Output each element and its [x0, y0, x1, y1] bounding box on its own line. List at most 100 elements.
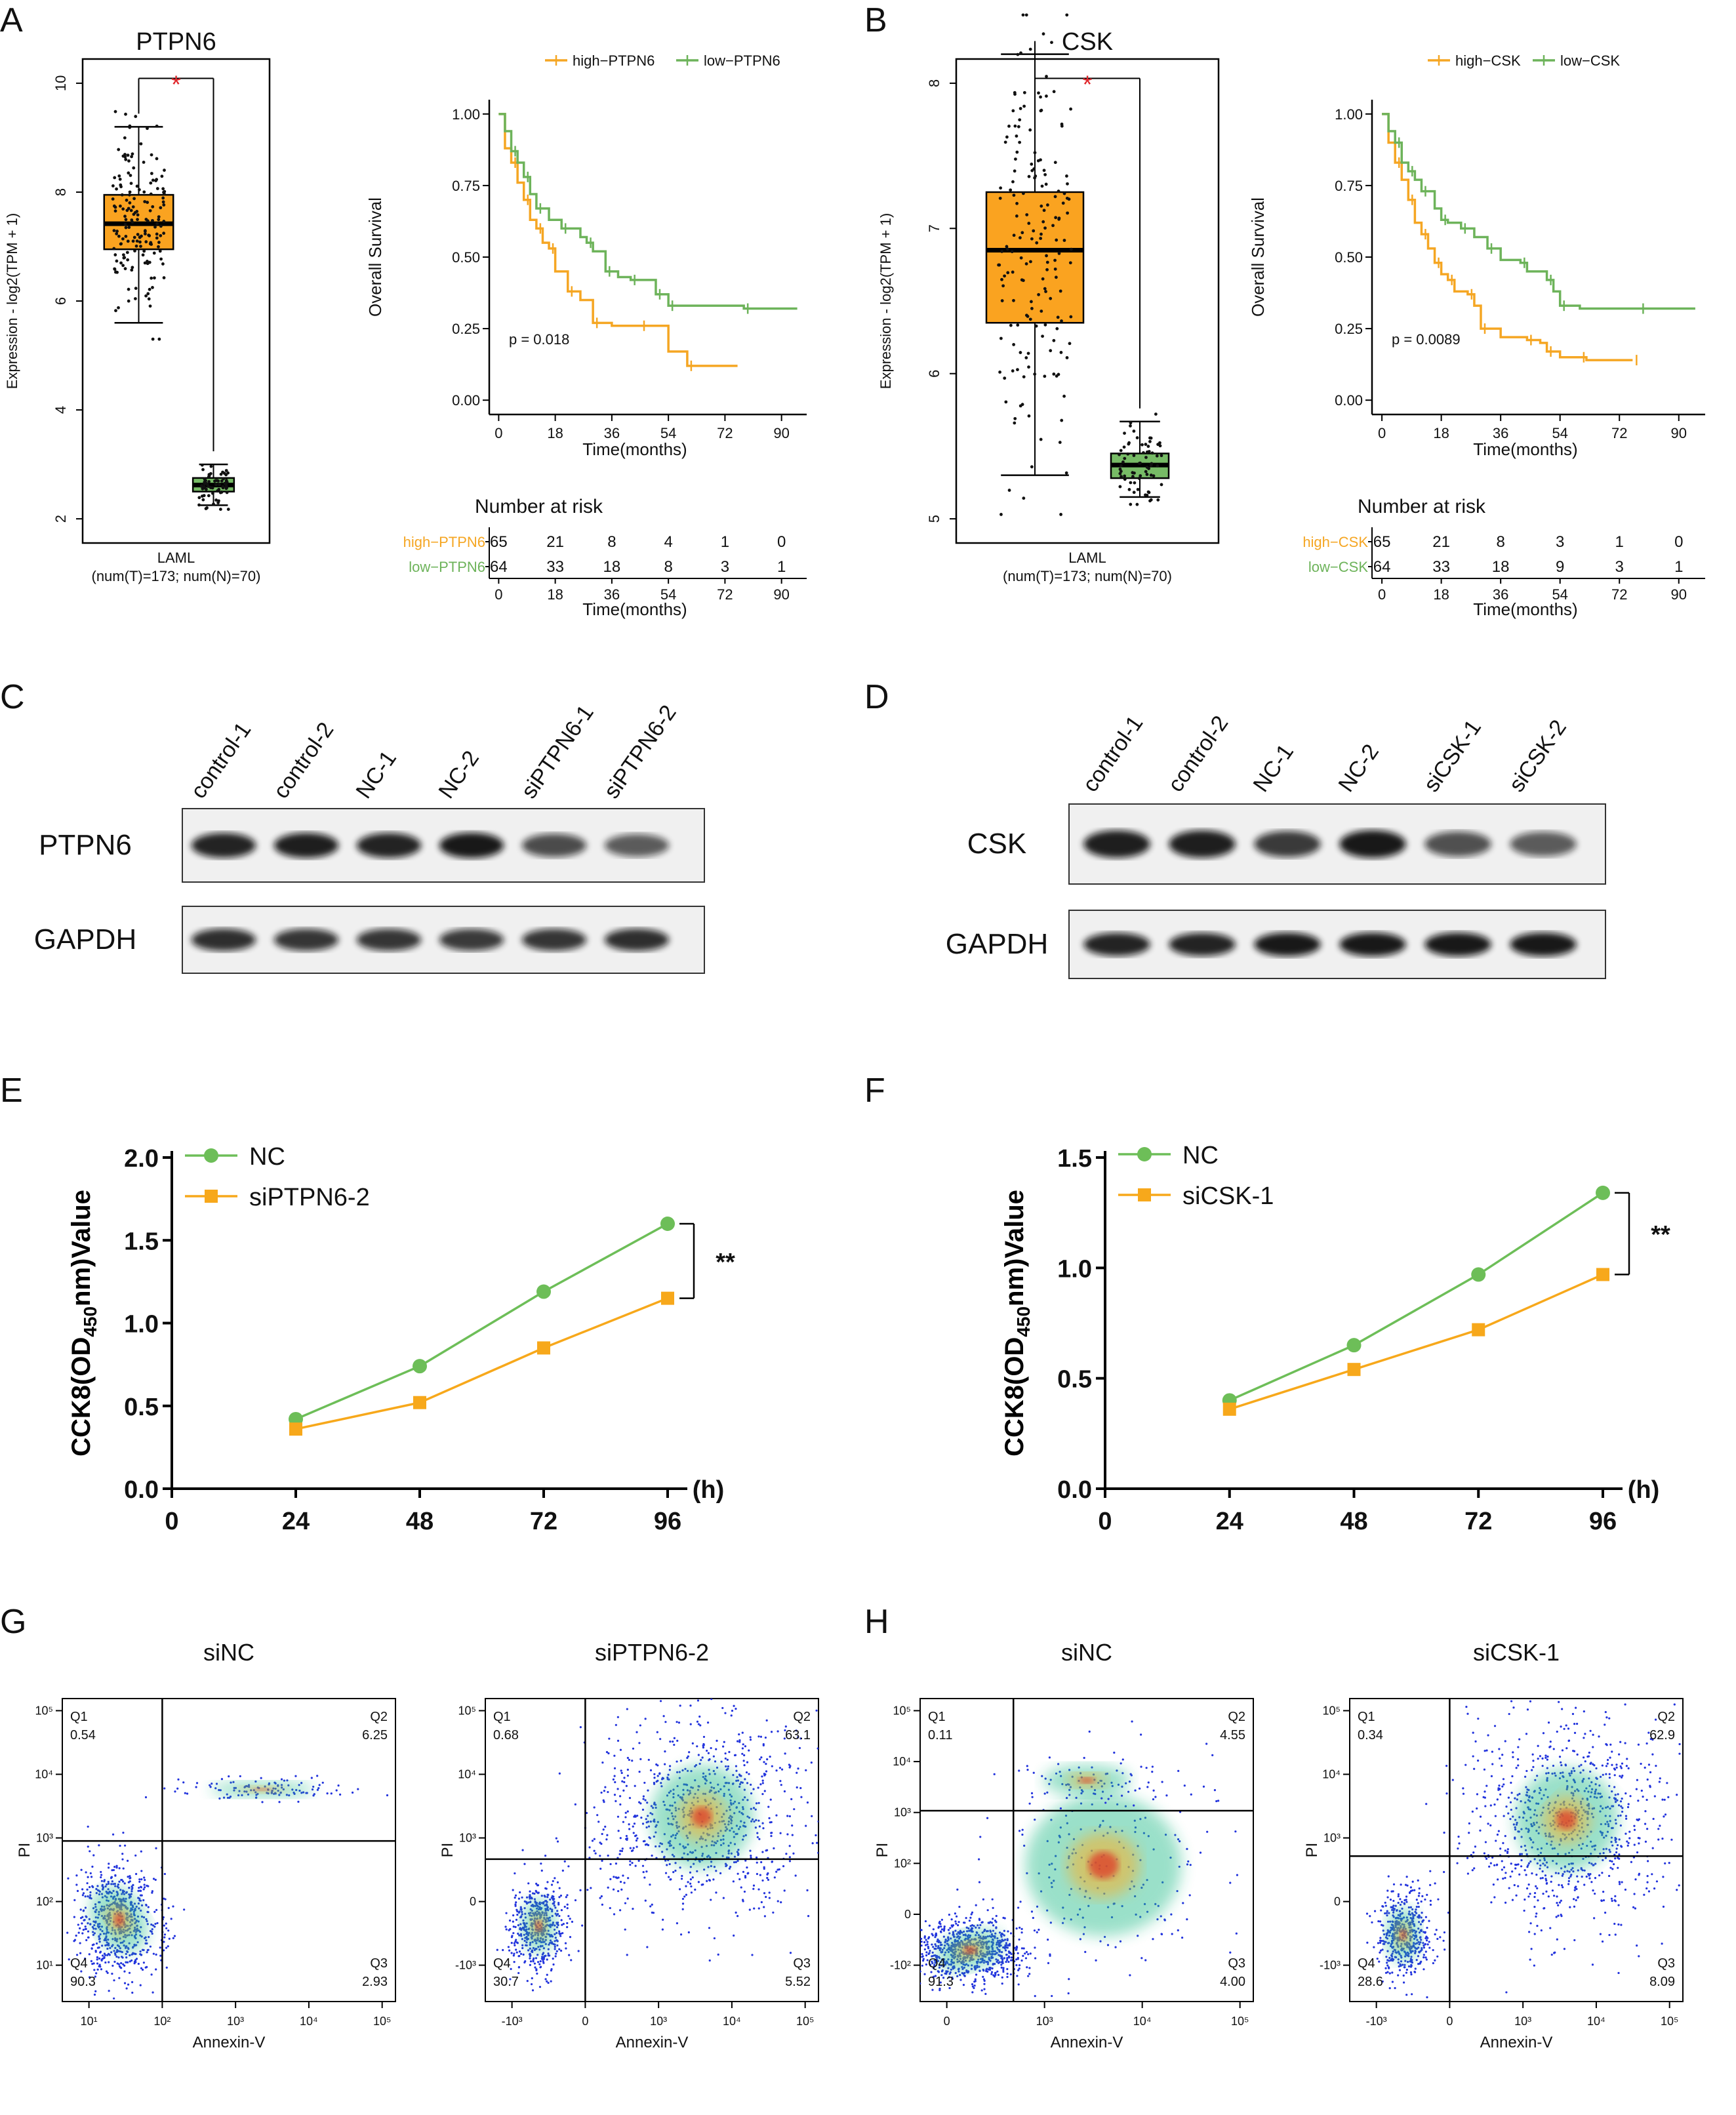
event-dot	[1388, 1960, 1390, 1962]
event-dot	[799, 1737, 802, 1740]
y-axis-label: PI	[439, 1843, 456, 1858]
data-point	[115, 230, 119, 233]
density-red	[113, 1912, 124, 1927]
event-dot	[948, 1986, 951, 1990]
data-point	[226, 508, 230, 511]
data-point	[225, 491, 229, 494]
event-dot	[1010, 1952, 1013, 1956]
event-dot	[934, 1975, 937, 1977]
event-dot	[1615, 1763, 1618, 1766]
risk-value: 1	[721, 533, 729, 551]
event-dot	[316, 1775, 319, 1777]
event-dot	[617, 1889, 620, 1893]
event-dot	[916, 1937, 918, 1939]
cck8-F: 0.00.51.01.50 24 48 72 96(h)CCK8(OD450nm)Val…	[1000, 1142, 1670, 1535]
event-dot	[552, 1963, 555, 1966]
event-dot	[674, 1869, 677, 1872]
event-dot	[76, 1889, 79, 1892]
data-point	[146, 292, 150, 296]
event-dot	[195, 1782, 199, 1784]
event-dot	[163, 1936, 166, 1939]
data-point	[113, 110, 117, 113]
risk-value: 18	[1492, 558, 1510, 576]
event-dot	[664, 1872, 668, 1874]
event-dot	[745, 1771, 748, 1774]
event-dot	[1079, 1938, 1081, 1941]
event-dot	[1020, 1931, 1023, 1934]
data-point	[1024, 13, 1028, 17]
event-dot	[1005, 1954, 1008, 1956]
event-dot	[816, 1842, 818, 1844]
data-point	[136, 233, 140, 236]
event-dot	[1366, 1941, 1369, 1944]
event-dot	[555, 1926, 559, 1929]
event-dot	[755, 1819, 757, 1822]
event-dot	[763, 1790, 766, 1792]
panel-letter-E: E	[0, 1072, 23, 1110]
event-dot	[921, 1960, 925, 1962]
event-dot	[1394, 1986, 1396, 1990]
event-dot	[127, 1859, 129, 1862]
data-point	[1045, 268, 1049, 272]
event-dot	[771, 1765, 773, 1767]
event-dot	[983, 1983, 986, 1985]
data-point	[128, 125, 132, 129]
event-dot	[146, 1884, 148, 1887]
event-dot	[676, 1739, 679, 1742]
data-point-circle	[536, 1284, 551, 1299]
data-point	[1042, 169, 1046, 172]
event-dot	[716, 1739, 718, 1742]
event-dot	[1186, 1918, 1188, 1921]
event-dot	[526, 1980, 529, 1983]
event-dot	[316, 1788, 319, 1791]
event-dot	[1001, 1983, 1003, 1985]
event-dot	[1462, 1787, 1464, 1790]
event-dot	[1443, 1931, 1446, 1934]
quadrant-name: Q3	[370, 1956, 388, 1971]
data-point	[119, 242, 123, 246]
event-dot	[1473, 1767, 1476, 1770]
event-dot	[756, 1836, 759, 1838]
event-dot	[593, 1806, 595, 1809]
event-dot	[661, 1928, 664, 1931]
event-dot	[746, 1782, 749, 1784]
data-point	[115, 187, 118, 191]
event-dot	[84, 1925, 87, 1928]
data-point	[1034, 324, 1038, 328]
event-dot	[113, 1997, 115, 2000]
event-dot	[1410, 1964, 1413, 1967]
event-dot	[1015, 1948, 1017, 1951]
event-dot	[1527, 1864, 1529, 1866]
event-dot	[806, 1801, 809, 1804]
event-dot	[785, 1853, 788, 1855]
event-dot	[152, 1952, 155, 1955]
event-dot	[780, 1768, 784, 1771]
y-tick-label: 10⁵	[893, 1704, 911, 1717]
data-point	[1040, 184, 1044, 188]
data-point	[1052, 90, 1056, 94]
event-dot	[1399, 1898, 1402, 1901]
data-point	[127, 226, 131, 230]
event-dot	[1566, 1690, 1568, 1692]
event-dot	[770, 1834, 773, 1838]
y-tick-label: 0.0	[1057, 1476, 1092, 1504]
event-dot	[753, 1820, 756, 1823]
event-dot	[799, 1786, 802, 1790]
event-dot	[232, 1781, 235, 1783]
event-dot	[931, 1943, 933, 1946]
event-dot	[1130, 1774, 1133, 1777]
event-dot	[797, 1736, 799, 1739]
event-dot	[1006, 1946, 1009, 1949]
event-dot	[118, 1965, 121, 1967]
event-dot	[757, 1888, 760, 1891]
plot-frame	[955, 58, 1220, 544]
event-dot	[579, 1726, 582, 1729]
event-dot	[93, 1993, 96, 1996]
event-dot	[1021, 1828, 1024, 1831]
event-dot	[1608, 1717, 1611, 1720]
event-dot	[1545, 1890, 1548, 1893]
event-dot	[820, 1729, 822, 1731]
event-dot	[920, 1937, 923, 1940]
event-dot	[1377, 1920, 1380, 1923]
